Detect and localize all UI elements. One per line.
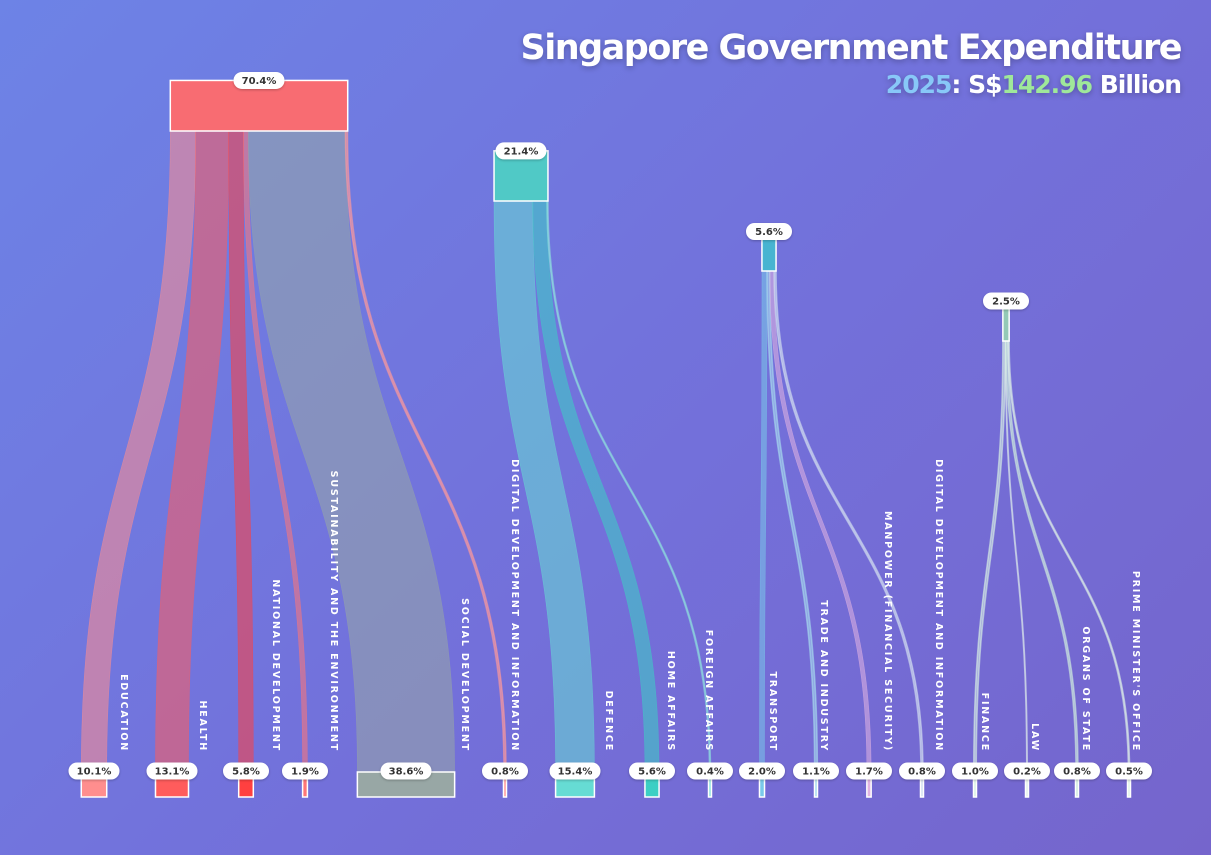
subtitle-amount: 142.96 [1001,70,1093,100]
category-name: FINANCE [979,693,990,752]
category-name: TRADE AND INDUSTRY [818,600,829,752]
category-name: HOME AFFAIRS [665,651,676,752]
parent-value-label: 5.6% [746,222,792,240]
child-value-label: 0.8% [899,762,945,780]
child-value-label: 0.8% [1054,762,1100,780]
child-value-label: 1.9% [282,762,328,780]
svg-text:2.5%: 2.5% [992,297,1020,308]
category-name: NATIONAL DEVELOPMENT [270,579,281,752]
child-value-label: 5.6% [629,762,675,780]
child-value-label: 0.5% [1106,762,1152,780]
svg-text:70.4%: 70.4% [242,76,277,87]
child-value-label: 13.1% [146,762,198,780]
category-name: DIGITAL DEVELOPMENT AND INFORMATION [933,459,944,752]
value-labels: 70.4% 10.1% 13.1% 5.8% 1.9% 38.6% 0.8% 21.4% 15.… [68,71,1152,780]
svg-text:38.6%: 38.6% [389,767,424,778]
child-value-label: 1.7% [846,762,892,780]
svg-text:2.0%: 2.0% [748,767,776,778]
category-name: LAW [1029,723,1040,752]
svg-text:1.0%: 1.0% [961,767,989,778]
category-name: SOCIAL DEVELOPMENT [459,598,470,752]
parent-value-label: 2.5% [983,292,1029,310]
child-value-label: 38.6% [380,762,432,780]
svg-text:1.9%: 1.9% [291,767,319,778]
category-name: DIGITAL DEVELOPMENT AND INFORMATION [509,459,520,752]
svg-text:0.2%: 0.2% [1013,767,1041,778]
svg-text:0.8%: 0.8% [1063,767,1091,778]
child-value-label: 1.0% [952,762,998,780]
category-name: PRIME MINISTER'S OFFICE [1130,571,1141,752]
category-name: EDUCATION [118,674,129,752]
child-value-label: 0.8% [482,762,528,780]
svg-text:10.1%: 10.1% [77,767,112,778]
category-name: DEFENCE [603,691,614,752]
chart-title: Singapore Government Expenditure [520,28,1182,68]
child-value-label: 1.1% [793,762,839,780]
child-value-label: 0.4% [687,762,733,780]
parent-value-label: 70.4% [233,71,285,89]
category-name: ORGANS OF STATE [1080,626,1091,752]
title-block: Singapore Government Expenditure 2025: S… [520,28,1182,100]
svg-text:5.6%: 5.6% [755,227,783,238]
svg-text:0.8%: 0.8% [908,767,936,778]
flow-links [81,130,1131,773]
svg-text:13.1%: 13.1% [155,767,190,778]
child-value-label: 2.0% [739,762,785,780]
svg-text:5.8%: 5.8% [232,767,260,778]
svg-text:0.4%: 0.4% [696,767,724,778]
svg-text:5.6%: 5.6% [638,767,666,778]
category-name: HEALTH [197,700,208,752]
subtitle-unit: Billion [1091,70,1182,100]
svg-text:1.7%: 1.7% [855,767,883,778]
svg-text:15.4%: 15.4% [558,767,593,778]
svg-text:0.8%: 0.8% [491,767,519,778]
chart-subtitle: 2025: S$142.96 Billion [520,70,1182,100]
svg-text:21.4%: 21.4% [504,146,539,157]
svg-text:0.5%: 0.5% [1115,767,1143,778]
category-name: TRANSPORT [767,671,778,752]
svg-text:1.1%: 1.1% [802,767,830,778]
child-value-label: 15.4% [549,762,601,780]
category-name: SUSTAINABILITY AND THE ENVIRONMENT [328,471,339,752]
child-value-label: 0.2% [1004,762,1050,780]
child-value-label: 10.1% [68,762,120,780]
category-name: MANPOWER (FINANCIAL SECURITY) [882,511,893,752]
child-value-label: 5.8% [223,762,269,780]
category-name: FOREIGN AFFAIRS [703,630,714,752]
category-names: EDUCATION HEALTH NATIONAL DEVELOPMENT SUSTA… [118,459,1141,752]
subtitle-year: 2025 [885,70,953,100]
subtitle-currency: : S$ [951,70,1002,100]
parent-value-label: 21.4% [495,142,547,160]
